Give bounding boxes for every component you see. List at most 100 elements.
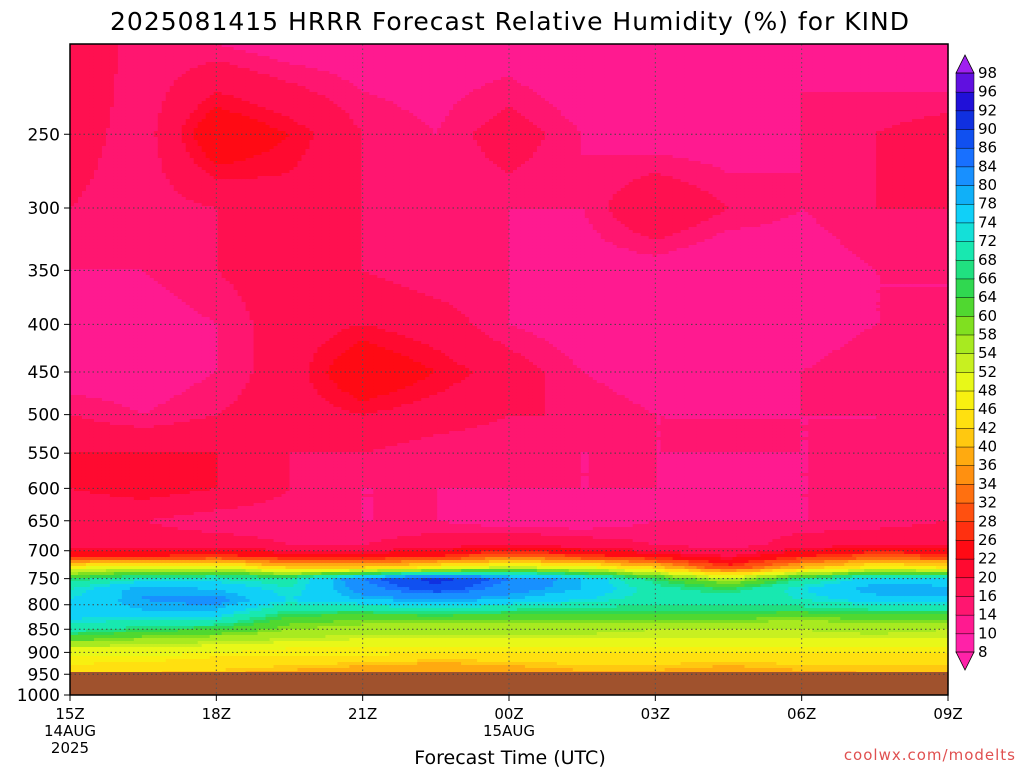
rh-cell xyxy=(74,500,79,503)
rh-cell xyxy=(94,320,99,323)
rh-cell xyxy=(74,92,79,95)
rh-cell xyxy=(82,335,87,338)
rh-cell xyxy=(82,380,87,383)
rh-cell xyxy=(86,533,91,536)
rh-cell xyxy=(82,449,87,452)
rh-cell xyxy=(82,368,87,371)
rh-cell xyxy=(86,59,91,62)
rh-cell xyxy=(90,203,95,206)
rh-cell xyxy=(98,146,103,149)
rh-cell xyxy=(82,515,87,518)
rh-cell xyxy=(94,278,99,281)
rh-cell xyxy=(106,314,111,317)
rh-cell xyxy=(102,254,107,257)
rh-cell xyxy=(94,524,99,527)
rh-cell xyxy=(114,149,119,152)
rh-cell xyxy=(106,56,111,59)
rh-cell xyxy=(82,596,87,599)
rh-cell xyxy=(114,209,119,212)
rh-cell xyxy=(98,353,103,356)
rh-cell xyxy=(90,560,95,563)
rh-cell xyxy=(114,464,119,467)
rh-cell xyxy=(86,521,91,524)
rh-cell xyxy=(106,296,111,299)
rh-cell xyxy=(106,566,111,569)
rh-cell xyxy=(78,419,83,422)
rh-cell xyxy=(102,176,107,179)
rh-cell xyxy=(90,398,95,401)
rh-cell xyxy=(106,197,111,200)
rh-cell xyxy=(86,650,91,653)
rh-cell xyxy=(110,272,115,275)
rh-cell xyxy=(102,437,107,440)
rh-cell xyxy=(78,290,83,293)
rh-cell xyxy=(94,326,99,329)
rh-cell xyxy=(74,59,79,62)
rh-cell xyxy=(98,458,103,461)
rh-cell xyxy=(114,368,119,371)
rh-cell xyxy=(78,317,83,320)
rh-cell xyxy=(86,230,91,233)
rh-cell xyxy=(110,653,115,656)
rh-cell xyxy=(110,467,115,470)
rh-cell xyxy=(110,464,115,467)
rh-cell xyxy=(86,305,91,308)
rh-cell xyxy=(110,398,115,401)
rh-cell xyxy=(78,608,83,611)
rh-cell xyxy=(90,224,95,227)
rh-cell xyxy=(106,407,111,410)
rh-cell xyxy=(110,605,115,608)
rh-cell xyxy=(102,218,107,221)
rh-cell xyxy=(110,89,115,92)
rh-cell xyxy=(74,347,79,350)
rh-cell xyxy=(74,638,79,641)
rh-cell xyxy=(98,389,103,392)
rh-cell xyxy=(106,482,111,485)
rh-cell xyxy=(114,458,119,461)
rh-cell xyxy=(114,500,119,503)
rh-cell xyxy=(78,605,83,608)
rh-cell xyxy=(114,344,119,347)
rh-cell xyxy=(82,233,87,236)
rh-cell xyxy=(82,389,87,392)
rh-cell xyxy=(98,74,103,77)
rh-cell xyxy=(110,143,115,146)
rh-cell xyxy=(102,374,107,377)
rh-cell xyxy=(86,155,91,158)
rh-cell xyxy=(82,383,87,386)
rh-cell xyxy=(90,617,95,620)
rh-cell xyxy=(86,404,91,407)
rh-cell xyxy=(102,107,107,110)
rh-cell xyxy=(90,440,95,443)
rh-cell xyxy=(102,389,107,392)
rh-cell xyxy=(74,593,79,596)
rh-cell xyxy=(82,191,87,194)
rh-cell xyxy=(98,110,103,113)
rh-cell xyxy=(78,287,83,290)
rh-cell xyxy=(74,512,79,515)
rh-cell xyxy=(102,470,107,473)
rh-cell xyxy=(86,290,91,293)
rh-cell xyxy=(102,572,107,575)
rh-cell xyxy=(102,230,107,233)
rh-cell xyxy=(74,521,79,524)
rh-cell xyxy=(98,116,103,119)
rh-cell xyxy=(98,500,103,503)
rh-cell xyxy=(94,110,99,113)
rh-cell xyxy=(98,425,103,428)
rh-cell xyxy=(94,341,99,344)
rh-cell xyxy=(90,365,95,368)
rh-cell xyxy=(74,668,79,671)
rh-cell xyxy=(82,146,87,149)
rh-cell xyxy=(106,260,111,263)
rh-cell xyxy=(98,659,103,662)
rh-cell xyxy=(86,560,91,563)
rh-cell xyxy=(86,128,91,131)
rh-cell xyxy=(78,638,83,641)
rh-cell xyxy=(86,98,91,101)
rh-cell xyxy=(110,491,115,494)
rh-cell xyxy=(102,641,107,644)
rh-cell xyxy=(74,596,79,599)
rh-cell xyxy=(78,77,83,80)
rh-cell xyxy=(74,311,79,314)
